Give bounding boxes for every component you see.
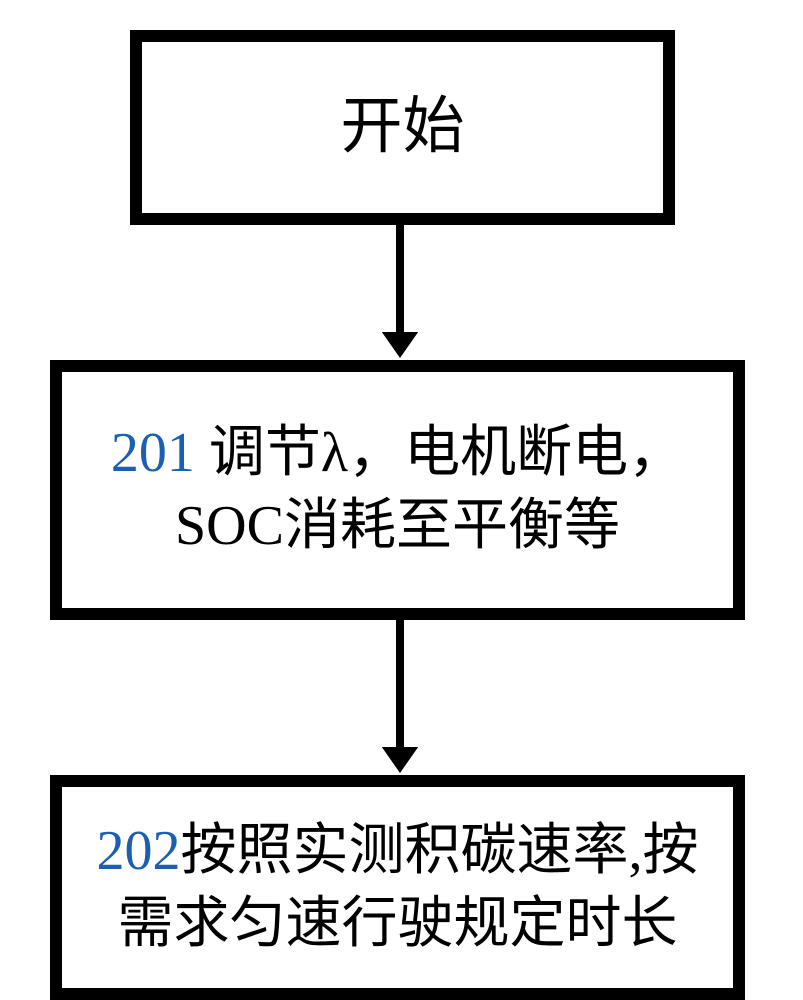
node-label: 开始 <box>340 87 464 168</box>
node-text: 按照实测积碳速率,按 需求匀速行驶规定时长 <box>118 820 699 955</box>
node-text: 开始 <box>340 93 464 161</box>
flowchart-node-n201: 201 调节λ，电机断电， SOC消耗至平衡等 <box>50 360 745 620</box>
step-number: 202 <box>97 820 181 882</box>
flowchart-canvas: 开始 201 调节λ，电机断电， SOC消耗至平衡等 202按照实测积碳速率,按 需… <box>0 0 803 1000</box>
node-text: 调节λ，电机断电， SOC消耗至平衡等 <box>175 422 684 557</box>
flowchart-node-start: 开始 <box>130 30 675 225</box>
flowchart-arrow <box>374 620 426 775</box>
flowchart-arrow <box>374 225 426 360</box>
flowchart-node-n202: 202按照实测积碳速率,按 需求匀速行驶规定时长 <box>50 775 745 1000</box>
node-label: 202按照实测积碳速率,按 需求匀速行驶规定时长 <box>97 815 699 961</box>
step-number: 201 <box>111 422 195 484</box>
node-label: 201 调节λ，电机断电， SOC消耗至平衡等 <box>111 417 684 563</box>
